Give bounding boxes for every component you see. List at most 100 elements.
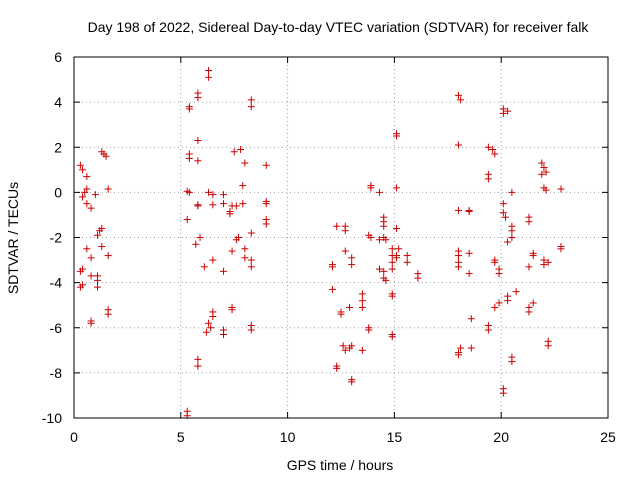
data-point [76,283,84,291]
data-point [91,191,99,199]
data-point [454,252,462,260]
data-point [93,276,101,284]
data-point [525,218,533,226]
data-point [241,245,249,253]
y-tick-label: -4 [50,275,63,291]
data-point [542,186,550,194]
data-point [508,227,516,235]
data-point [414,274,422,282]
data-point [403,252,411,260]
data-point [220,267,228,275]
data-points [76,67,565,420]
data-point [393,254,401,262]
data-point [83,200,91,208]
data-point [230,148,238,156]
data-point [226,210,234,218]
data-point [465,208,473,216]
data-point [209,312,217,320]
data-point [544,258,552,266]
data-point [467,344,475,352]
data-point [337,310,345,318]
data-point [525,308,533,316]
data-point [205,319,213,327]
data-point [104,310,112,318]
data-point [358,297,366,305]
data-point [228,247,236,255]
data-point [454,206,462,214]
data-point [194,355,202,363]
y-tick-label: 6 [54,49,62,65]
data-point [542,168,550,176]
data-point [339,342,347,350]
data-point [87,254,95,262]
data-point [79,193,87,201]
data-point [333,364,341,372]
data-point [388,292,396,300]
data-point [495,270,503,278]
data-point [529,252,537,260]
data-point [457,344,465,352]
data-point [348,378,356,386]
data-point [529,299,537,307]
x-axis-label: GPS time / hours [287,457,394,473]
data-point [388,245,396,253]
data-point [241,159,249,167]
data-point [393,184,401,192]
data-point [76,161,84,169]
data-point [102,152,110,160]
data-point [504,107,512,115]
data-point [76,267,84,275]
data-point [185,155,193,163]
data-point [499,109,507,117]
data-point [367,234,375,241]
data-point [544,342,552,350]
data-point [247,256,255,264]
data-point [98,224,106,232]
data-point [202,328,210,336]
data-point [209,201,217,209]
data-point [262,220,270,228]
y-tick-label: -8 [50,365,63,381]
data-point [346,303,354,311]
x-tick-label: 10 [280,429,296,445]
data-point [83,173,91,181]
data-point [247,326,255,334]
data-point [87,272,95,280]
data-point [81,188,89,196]
data-point [247,96,255,104]
data-point [220,331,228,339]
y-tick-label: 4 [54,94,62,110]
data-point [365,324,373,332]
data-point [495,299,503,307]
y-axis-label: SDTVAR / TECUs [5,182,21,294]
data-point [491,258,499,266]
data-point [79,166,87,174]
data-point [83,245,91,253]
data-point [237,146,245,154]
data-point [403,258,411,266]
x-tick-label: 0 [70,429,78,445]
x-tick-label: 15 [387,429,403,445]
data-point [104,252,112,260]
data-point [328,263,336,271]
data-point [87,319,95,327]
x-tick-label: 20 [493,429,509,445]
data-point [185,188,193,196]
data-point [395,245,403,253]
data-point [484,326,492,334]
data-point [358,290,366,298]
data-point [484,143,492,151]
data-point [220,191,228,199]
data-point [228,306,236,314]
ticks: 0 5 10 15 20 25 -10 -8 -6 -4 -2 0 2 4 6 [42,49,616,445]
data-point [183,412,191,420]
data-point [194,202,202,210]
data-point [98,243,106,251]
data-point [232,236,240,244]
data-point [207,324,215,332]
data-point [232,202,240,210]
data-point [380,267,388,275]
data-point [367,184,375,192]
data-point [467,315,475,323]
